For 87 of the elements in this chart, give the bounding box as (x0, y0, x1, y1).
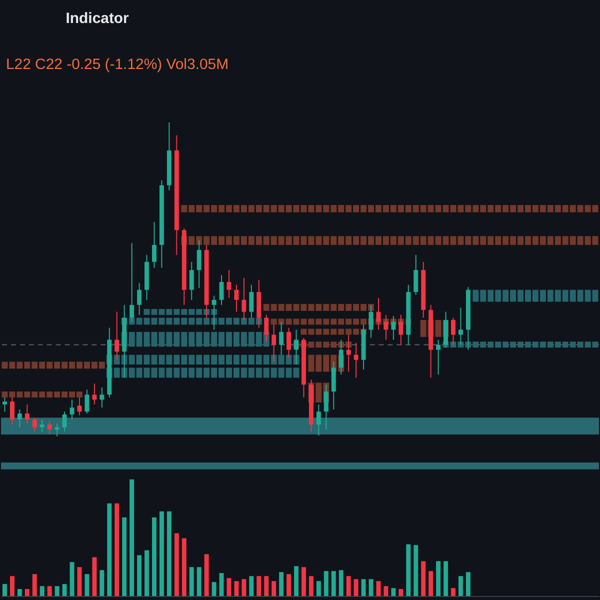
candlestick (414, 254, 418, 296)
bar (54, 586, 60, 596)
candlestick (32, 417, 37, 432)
bar (24, 589, 30, 596)
candlestick (316, 404, 321, 436)
candlestick (436, 339, 441, 376)
candlestick (84, 389, 90, 414)
bar (286, 574, 292, 596)
bar (196, 567, 202, 596)
candlestick (70, 399, 74, 420)
bar (62, 584, 67, 596)
bar (272, 581, 276, 596)
bar (114, 503, 120, 596)
bar (130, 479, 134, 596)
bar (249, 576, 254, 596)
bar (324, 571, 328, 596)
bar (212, 582, 216, 596)
bar (152, 517, 156, 596)
bar (174, 533, 179, 596)
bar (40, 586, 44, 596)
bar (144, 550, 150, 596)
bar (226, 578, 232, 596)
bar (107, 503, 112, 596)
candlestick (189, 261, 194, 300)
bar (308, 576, 314, 596)
bar (182, 538, 186, 596)
bar (338, 570, 344, 596)
candlestick (62, 411, 67, 432)
bar (354, 579, 358, 596)
bar (384, 586, 388, 596)
bar (234, 581, 239, 596)
bar (436, 561, 441, 596)
bar (219, 573, 224, 596)
candlestick (226, 270, 232, 298)
bar (466, 572, 470, 596)
bar (242, 579, 246, 596)
bar (2, 584, 7, 596)
bar (316, 581, 321, 596)
bar (444, 561, 448, 596)
candlestick (54, 423, 60, 437)
bar (264, 576, 269, 596)
bar (346, 576, 351, 596)
bar (450, 588, 456, 596)
candlestick (219, 274, 224, 306)
bar (406, 544, 411, 596)
candlestick (92, 383, 97, 405)
bar (428, 571, 434, 596)
bar (10, 576, 14, 596)
candlestick (24, 404, 30, 424)
bar (84, 574, 90, 596)
bar (17, 589, 22, 596)
bar (77, 567, 82, 596)
bar (376, 581, 381, 596)
bar (368, 579, 374, 596)
bar (70, 562, 74, 596)
candlestick (324, 384, 328, 430)
bar (137, 555, 142, 596)
candlestick (137, 282, 142, 316)
candlestick (47, 420, 52, 436)
text: L22 C22 -0.25 (-1.12%) Vol3.05M (6, 56, 229, 73)
bar (361, 579, 366, 596)
bar (92, 557, 97, 596)
bar (204, 554, 209, 596)
bar (414, 545, 418, 596)
bar (398, 589, 404, 596)
bar (279, 572, 284, 596)
candlestick (40, 418, 44, 433)
bar (458, 576, 463, 596)
candlestick (354, 342, 358, 378)
bar (122, 517, 127, 596)
bar (166, 511, 172, 596)
bar (421, 561, 426, 596)
candlestick (17, 408, 22, 428)
bar (294, 566, 299, 596)
text: Indicator (66, 10, 130, 27)
candlestick (234, 284, 239, 312)
bar (391, 588, 396, 596)
bar (159, 511, 164, 596)
bar (100, 570, 104, 596)
bar (301, 567, 306, 596)
bar (47, 586, 52, 596)
bar (331, 571, 336, 596)
bar (256, 576, 262, 596)
candlestick (100, 386, 104, 408)
bar (32, 574, 37, 596)
bar (189, 567, 194, 596)
candlestick (152, 222, 156, 268)
